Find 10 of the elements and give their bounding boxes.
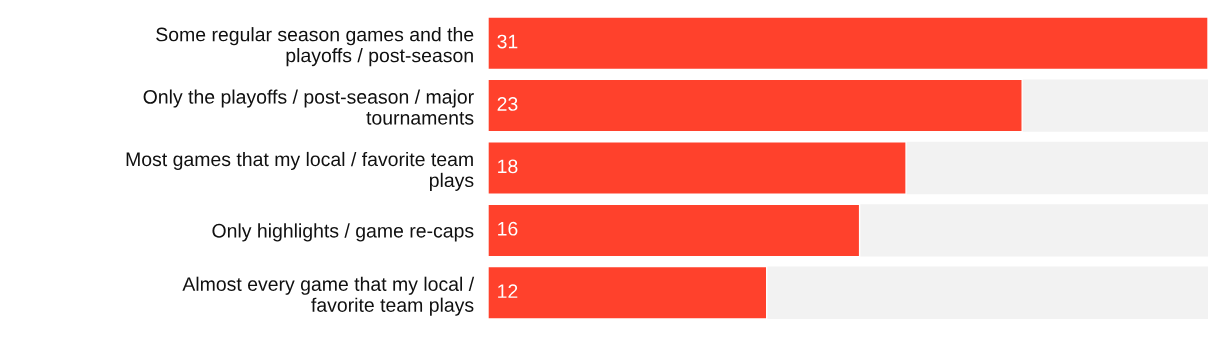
y-tick-label: Most games that my local / favorite team plays	[126, 151, 474, 191]
data-label: 16	[498, 221, 518, 236]
y-tick-label: Some regular season games and the playoffs / post-season	[156, 27, 474, 67]
data-label: 18	[498, 159, 518, 174]
data-label: 31	[497, 34, 518, 49]
y-tick-label: Only highlights / game re-caps	[212, 223, 474, 242]
y-tick-label: Only the playoffs / post-season / major tournaments	[143, 89, 474, 125]
data-label: 23	[497, 97, 518, 111]
y-tick-label: Almost every game that my local / favorite team plays	[182, 276, 475, 316]
data-label: 12	[498, 284, 518, 298]
